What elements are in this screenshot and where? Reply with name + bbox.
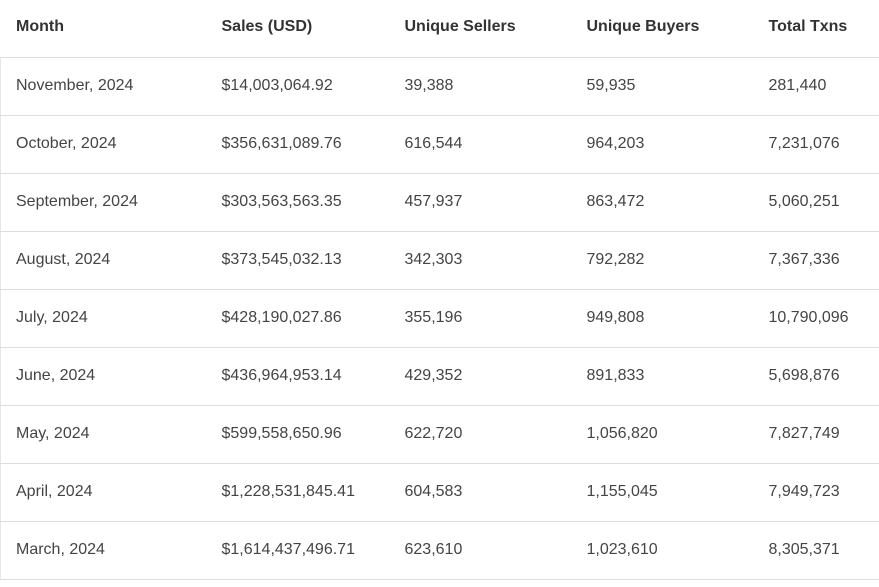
cell-month: November, 2024	[0, 57, 207, 116]
cell-unique-buyers: 59,935	[571, 57, 754, 116]
cell-unique-buyers: 863,472	[571, 173, 754, 232]
column-header-unique-sellers: Unique Sellers	[389, 0, 572, 58]
cell-total-txns: 8,305,371	[753, 521, 879, 580]
cell-unique-sellers: 39,388	[389, 57, 572, 116]
cell-sales: $599,558,650.96	[206, 405, 390, 464]
cell-month: March, 2024	[0, 521, 207, 580]
cell-sales: $303,563,563.35	[206, 173, 390, 232]
cell-month: October, 2024	[0, 115, 207, 174]
table-row: October, 2024 $356,631,089.76 616,544 96…	[0, 115, 879, 174]
cell-unique-buyers: 1,056,820	[571, 405, 754, 464]
cell-unique-sellers: 355,196	[389, 289, 572, 348]
cell-sales: $356,631,089.76	[206, 115, 390, 174]
cell-total-txns: 281,440	[753, 57, 879, 116]
column-header-month: Month	[0, 0, 207, 58]
table-row: September, 2024 $303,563,563.35 457,937 …	[0, 173, 879, 232]
cell-sales: $14,003,064.92	[206, 57, 390, 116]
cell-unique-sellers: 622,720	[389, 405, 572, 464]
table-row: August, 2024 $373,545,032.13 342,303 792…	[0, 231, 879, 290]
cell-unique-buyers: 891,833	[571, 347, 754, 406]
cell-sales: $1,228,531,845.41	[206, 463, 390, 522]
cell-month: August, 2024	[0, 231, 207, 290]
cell-unique-buyers: 1,155,045	[571, 463, 754, 522]
cell-unique-sellers: 616,544	[389, 115, 572, 174]
cell-unique-sellers: 604,583	[389, 463, 572, 522]
cell-unique-buyers: 1,023,610	[571, 521, 754, 580]
table-row: June, 2024 $436,964,953.14 429,352 891,8…	[0, 347, 879, 406]
cell-total-txns: 7,827,749	[753, 405, 879, 464]
cell-month: April, 2024	[0, 463, 207, 522]
cell-total-txns: 5,698,876	[753, 347, 879, 406]
cell-unique-sellers: 623,610	[389, 521, 572, 580]
cell-unique-sellers: 457,937	[389, 173, 572, 232]
cell-unique-sellers: 342,303	[389, 231, 572, 290]
table-row: March, 2024 $1,614,437,496.71 623,610 1,…	[0, 521, 879, 580]
cell-total-txns: 7,231,076	[753, 115, 879, 174]
cell-sales: $436,964,953.14	[206, 347, 390, 406]
cell-sales: $373,545,032.13	[206, 231, 390, 290]
table-header: Month Sales (USD) Unique Sellers Unique …	[0, 0, 879, 58]
cell-total-txns: 7,949,723	[753, 463, 879, 522]
cell-total-txns: 5,060,251	[753, 173, 879, 232]
cell-month: July, 2024	[0, 289, 207, 348]
column-header-sales: Sales (USD)	[206, 0, 390, 58]
cell-unique-buyers: 964,203	[571, 115, 754, 174]
column-header-unique-buyers: Unique Buyers	[571, 0, 754, 58]
column-header-total-txns: Total Txns	[753, 0, 879, 58]
header-row: Month Sales (USD) Unique Sellers Unique …	[0, 0, 879, 58]
cell-month: September, 2024	[0, 173, 207, 232]
table-row: May, 2024 $599,558,650.96 622,720 1,056,…	[0, 405, 879, 464]
cell-sales: $1,614,437,496.71	[206, 521, 390, 580]
table-row: April, 2024 $1,228,531,845.41 604,583 1,…	[0, 463, 879, 522]
cell-total-txns: 10,790,096	[753, 289, 879, 348]
table-body: November, 2024 $14,003,064.92 39,388 59,…	[0, 57, 879, 580]
cell-unique-buyers: 949,808	[571, 289, 754, 348]
cell-unique-sellers: 429,352	[389, 347, 572, 406]
cell-sales: $428,190,027.86	[206, 289, 390, 348]
cell-unique-buyers: 792,282	[571, 231, 754, 290]
table-row: July, 2024 $428,190,027.86 355,196 949,8…	[0, 289, 879, 348]
table-row: November, 2024 $14,003,064.92 39,388 59,…	[0, 57, 879, 116]
cell-month: May, 2024	[0, 405, 207, 464]
cell-total-txns: 7,367,336	[753, 231, 879, 290]
cell-month: June, 2024	[0, 347, 207, 406]
